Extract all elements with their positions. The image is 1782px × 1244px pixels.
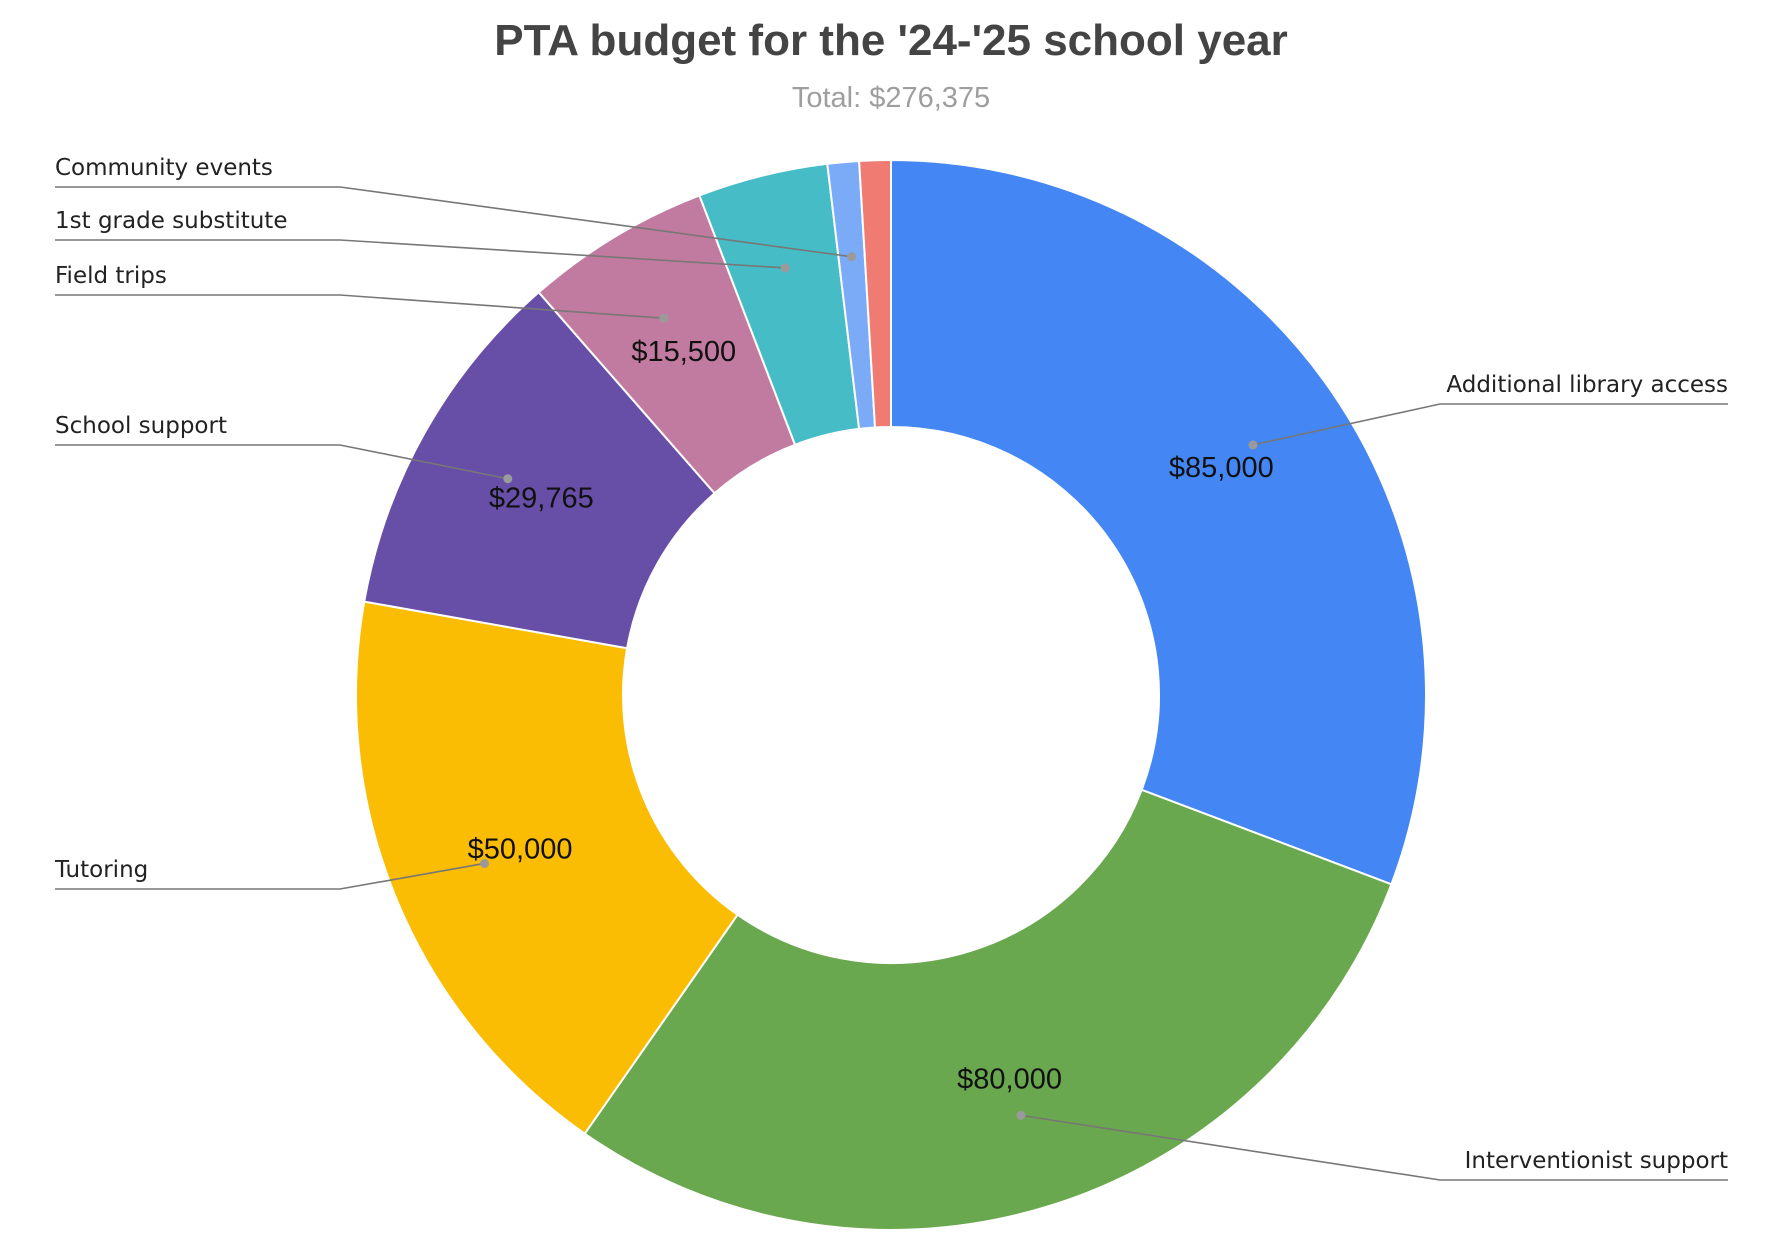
leader-line-community-events	[55, 186, 852, 258]
slice-school-support	[363, 290, 716, 650]
leader-line-1st-grade-substitute	[55, 239, 786, 269]
leader-dot-community-events	[847, 252, 857, 262]
leader-dot-school-support	[503, 474, 513, 484]
slice-value-label-tutoring: $50,000	[468, 834, 573, 866]
leader-dot-additional-library-access	[1248, 440, 1258, 450]
slice-value-label-interventionist-support: $80,000	[957, 1064, 1062, 1096]
slice-unlabeled-7	[858, 158, 892, 429]
slice-additional-library-access	[890, 158, 1427, 886]
slice-value-label-school-support: $29,765	[489, 483, 594, 515]
legend-label-school-support: School support	[55, 413, 227, 439]
slice-value-label-field-trips: $15,500	[631, 336, 736, 368]
leader-dot-field-trips	[659, 313, 669, 323]
leader-dot-interventionist-support	[1016, 1110, 1026, 1120]
leader-line-interventionist-support	[1020, 1114, 1728, 1181]
leader-dot-1st-grade-substitute	[780, 263, 790, 273]
leader-lines	[55, 186, 1728, 1181]
legend-label-additional-library-access: Additional library access	[1446, 372, 1728, 398]
leader-line-field-trips	[55, 294, 664, 319]
leader-line-tutoring	[55, 862, 485, 890]
slice-value-label-additional-library-access: $85,000	[1169, 452, 1274, 484]
legend-label-1st-grade-substitute: 1st grade substitute	[55, 208, 287, 234]
slices	[355, 158, 1427, 1232]
chart-subtitle: Total: $276,375	[792, 82, 990, 114]
leader-dot-tutoring	[480, 858, 490, 868]
legend-labels: Additional library access Interventionist…	[54, 155, 1728, 1174]
legend-label-field-trips: Field trips	[55, 263, 167, 289]
slice-interventionist-support	[583, 788, 1393, 1232]
slice-value-labels: $85,000 $80,000 $50,000 $29,765 $15,500	[468, 336, 1274, 1095]
leader-line-additional-library-access	[1252, 403, 1728, 446]
legend-label-tutoring: Tutoring	[54, 857, 148, 883]
slice-tutoring	[355, 600, 739, 1136]
legend-label-community-events: Community events	[55, 155, 273, 181]
leader-line-school-support	[55, 444, 508, 480]
chart-title: PTA budget for the '24-'25 school year	[494, 16, 1288, 65]
legend-label-interventionist-support: Interventionist support	[1465, 1148, 1728, 1174]
